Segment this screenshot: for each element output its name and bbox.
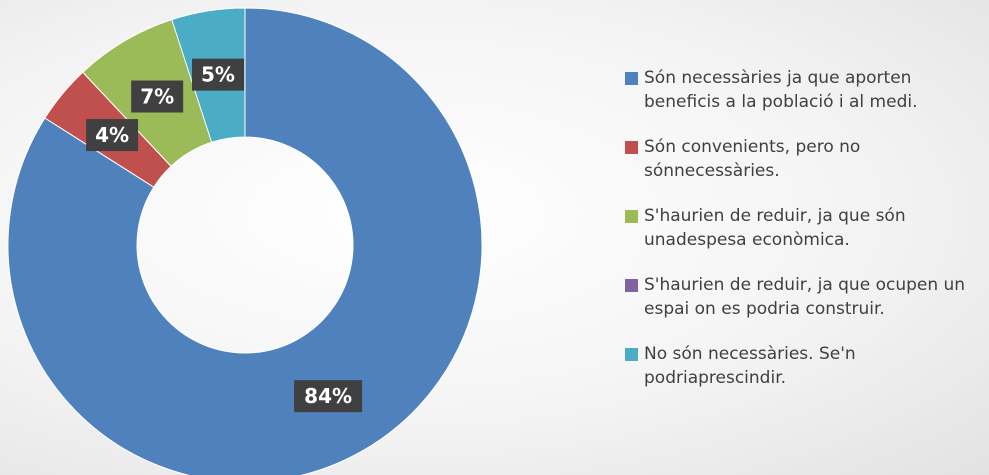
data-label-text: 84%: [304, 384, 352, 408]
legend-label: No són necessàries. Se'n podriaprescindi…: [644, 344, 856, 388]
legend-swatch: [625, 72, 638, 85]
data-label: 7%: [131, 80, 184, 113]
data-label: 4%: [86, 119, 139, 152]
data-label-text: 4%: [95, 123, 129, 147]
data-label-box: [192, 58, 245, 91]
legend-swatch: [625, 348, 638, 361]
data-label: 84%: [294, 380, 363, 413]
legend-swatch: [625, 279, 638, 292]
donut-slice: [7, 7, 483, 475]
legend: Són necessàries ja que aporten beneficis…: [625, 66, 987, 411]
legend-swatch: [625, 141, 638, 154]
legend-item: Són convenients, pero no sónnecessàries.: [625, 135, 987, 183]
legend-label: S'haurien de reduir, ja que són unadespe…: [644, 206, 906, 250]
legend-label: S'haurien de reduir, ja que ocupen un es…: [644, 275, 966, 319]
legend-item: No són necessàries. Se'n podriaprescindi…: [625, 342, 987, 390]
legend-item: S'haurien de reduir, ja que ocupen un es…: [625, 273, 987, 321]
data-label-text: 7%: [140, 85, 174, 109]
legend-swatch: [625, 210, 638, 223]
data-label-box: [86, 119, 139, 152]
data-label-box: [294, 380, 363, 413]
data-label-box: [131, 80, 184, 113]
data-label-text: 5%: [201, 63, 235, 87]
legend-label: Són necessàries ja que aporten beneficis…: [644, 68, 918, 112]
legend-item: S'haurien de reduir, ja que són unadespe…: [625, 204, 987, 252]
legend-label: Són convenients, pero no sónnecessàries.: [644, 137, 861, 181]
data-label: 5%: [192, 58, 245, 91]
legend-item: Són necessàries ja que aporten beneficis…: [625, 66, 987, 114]
